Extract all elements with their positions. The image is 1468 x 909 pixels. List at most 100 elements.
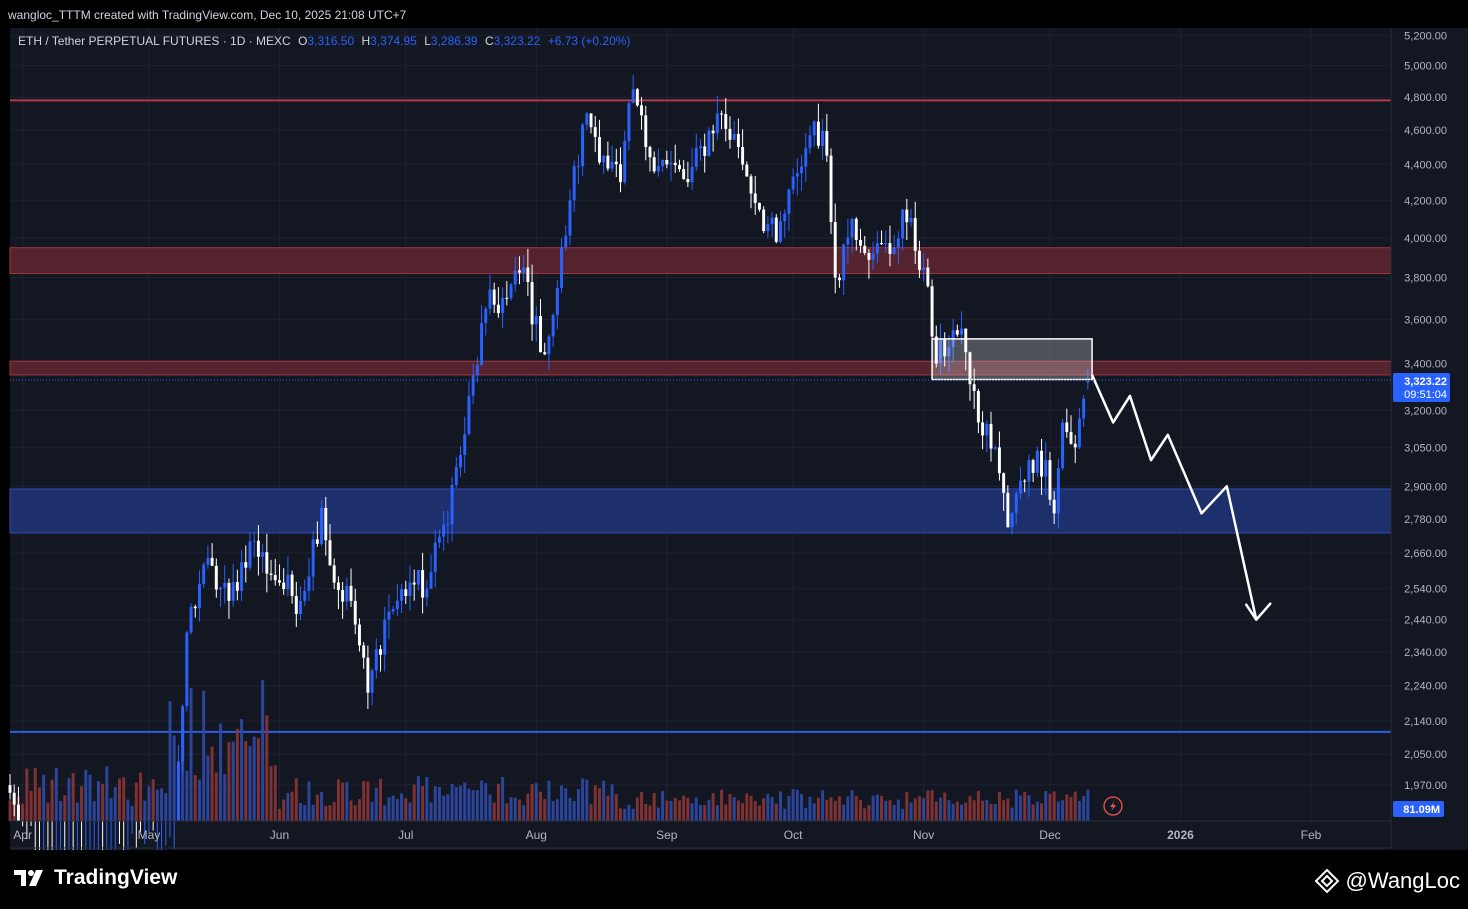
candle-body[interactable] [913,218,917,251]
projection-arrowhead[interactable] [1245,602,1272,621]
candle-body[interactable] [459,454,462,468]
candle-body[interactable] [1002,473,1006,493]
candle-body[interactable] [496,304,500,314]
candle-body[interactable] [724,114,728,129]
candle-body[interactable] [1056,468,1060,514]
candle-body[interactable] [547,336,551,355]
candle-body[interactable] [404,589,408,597]
candle-body[interactable] [555,288,559,316]
candle-body[interactable] [837,277,841,281]
candle-body[interactable] [960,328,964,335]
candle-body[interactable] [749,176,753,194]
candle-body[interactable] [176,761,180,821]
candle-body[interactable] [640,105,644,116]
candle-body[interactable] [812,121,816,136]
candle-body[interactable] [328,540,332,566]
candle-body[interactable] [829,155,833,223]
candle-body[interactable] [467,395,471,435]
candle-body[interactable] [673,162,677,166]
candle-body[interactable] [370,670,374,693]
candle-body[interactable] [703,146,707,156]
candle-body[interactable] [193,606,197,609]
candle-body[interactable] [210,557,214,566]
candle-body[interactable] [821,131,825,146]
candle-body[interactable] [884,243,888,245]
candle-body[interactable] [682,169,686,180]
candle-body[interactable] [699,146,702,149]
candle-body[interactable] [757,202,761,210]
candle-body[interactable] [1086,381,1090,383]
candle-body[interactable] [934,336,938,364]
candle-body[interactable] [585,113,589,125]
candle-body[interactable] [783,213,787,222]
candle-body[interactable] [947,347,951,357]
candle-body[interactable] [863,245,867,253]
candle-body[interactable] [715,113,719,134]
candle-body[interactable] [277,580,281,583]
candle-body[interactable] [930,286,934,337]
candle-body[interactable] [189,606,193,633]
candle-body[interactable] [905,209,909,223]
candle-body[interactable] [206,557,210,565]
candle-body[interactable] [770,217,774,225]
candle-body[interactable] [379,649,382,655]
candle-body[interactable] [976,391,980,423]
candle-body[interactable] [652,157,656,172]
price-chart[interactable]: 5,200.00 5,000.00 4,800.00 4,600.00 4,400.00… [0,0,1468,850]
candle-body[interactable] [345,585,349,602]
candle-body[interactable] [421,570,425,598]
candle-body[interactable] [753,193,757,203]
candle-body[interactable] [1048,460,1052,500]
resistance-zone[interactable] [9,247,1392,275]
candle-body[interactable] [901,209,905,239]
candle-body[interactable] [450,484,454,525]
drawings[interactable] [931,338,1272,621]
candle-body[interactable] [614,161,618,165]
candle-body[interactable] [581,124,585,167]
candle-body[interactable] [619,164,622,183]
candle-body[interactable] [446,524,450,526]
candle-body[interactable] [606,155,610,169]
candle-body[interactable] [779,221,782,242]
candle-body[interactable] [341,590,345,602]
candle-body[interactable] [736,133,740,148]
candle-body[interactable] [711,130,715,134]
candle-body[interactable] [534,316,538,325]
candle-body[interactable] [985,423,989,436]
candle-body[interactable] [219,587,222,590]
candle-body[interactable] [972,384,976,392]
candle-body[interactable] [303,590,307,601]
candle-body[interactable] [366,657,370,693]
candle-body[interactable] [471,375,475,396]
candle-body[interactable] [349,585,353,601]
candle-body[interactable] [850,218,854,238]
candle-body[interactable] [437,536,441,543]
candle-body[interactable] [429,571,433,589]
candle-body[interactable] [922,267,926,271]
candle-body[interactable] [1052,499,1056,514]
candle-body[interactable] [804,148,808,167]
candle-body[interactable] [273,574,277,581]
candle-body[interactable] [299,600,302,615]
candle-body[interactable] [551,315,555,337]
candle-body[interactable] [181,706,185,762]
candle-body[interactable] [1023,480,1027,482]
candle-body[interactable] [917,250,921,271]
candle-body[interactable] [816,121,820,146]
candle-body[interactable] [677,165,681,170]
candle-body[interactable] [530,281,534,325]
price-axis[interactable]: 5,200.00 5,000.00 4,800.00 4,600.00 4,400.00… [1404,30,1447,792]
candle-body[interactable] [383,619,387,655]
candle-body[interactable] [517,270,521,273]
candle-body[interactable] [560,247,564,289]
candle-body[interactable] [728,128,732,140]
candle-body[interactable] [635,89,639,106]
candle-body[interactable] [332,565,336,583]
candle-body[interactable] [513,270,517,285]
candle-body[interactable] [353,600,357,625]
candle-body[interactable] [989,423,993,449]
candle-body[interactable] [648,147,652,158]
candle-body[interactable] [539,316,542,353]
horizontal-levels[interactable] [9,99,1392,733]
candle-body[interactable] [939,338,942,364]
